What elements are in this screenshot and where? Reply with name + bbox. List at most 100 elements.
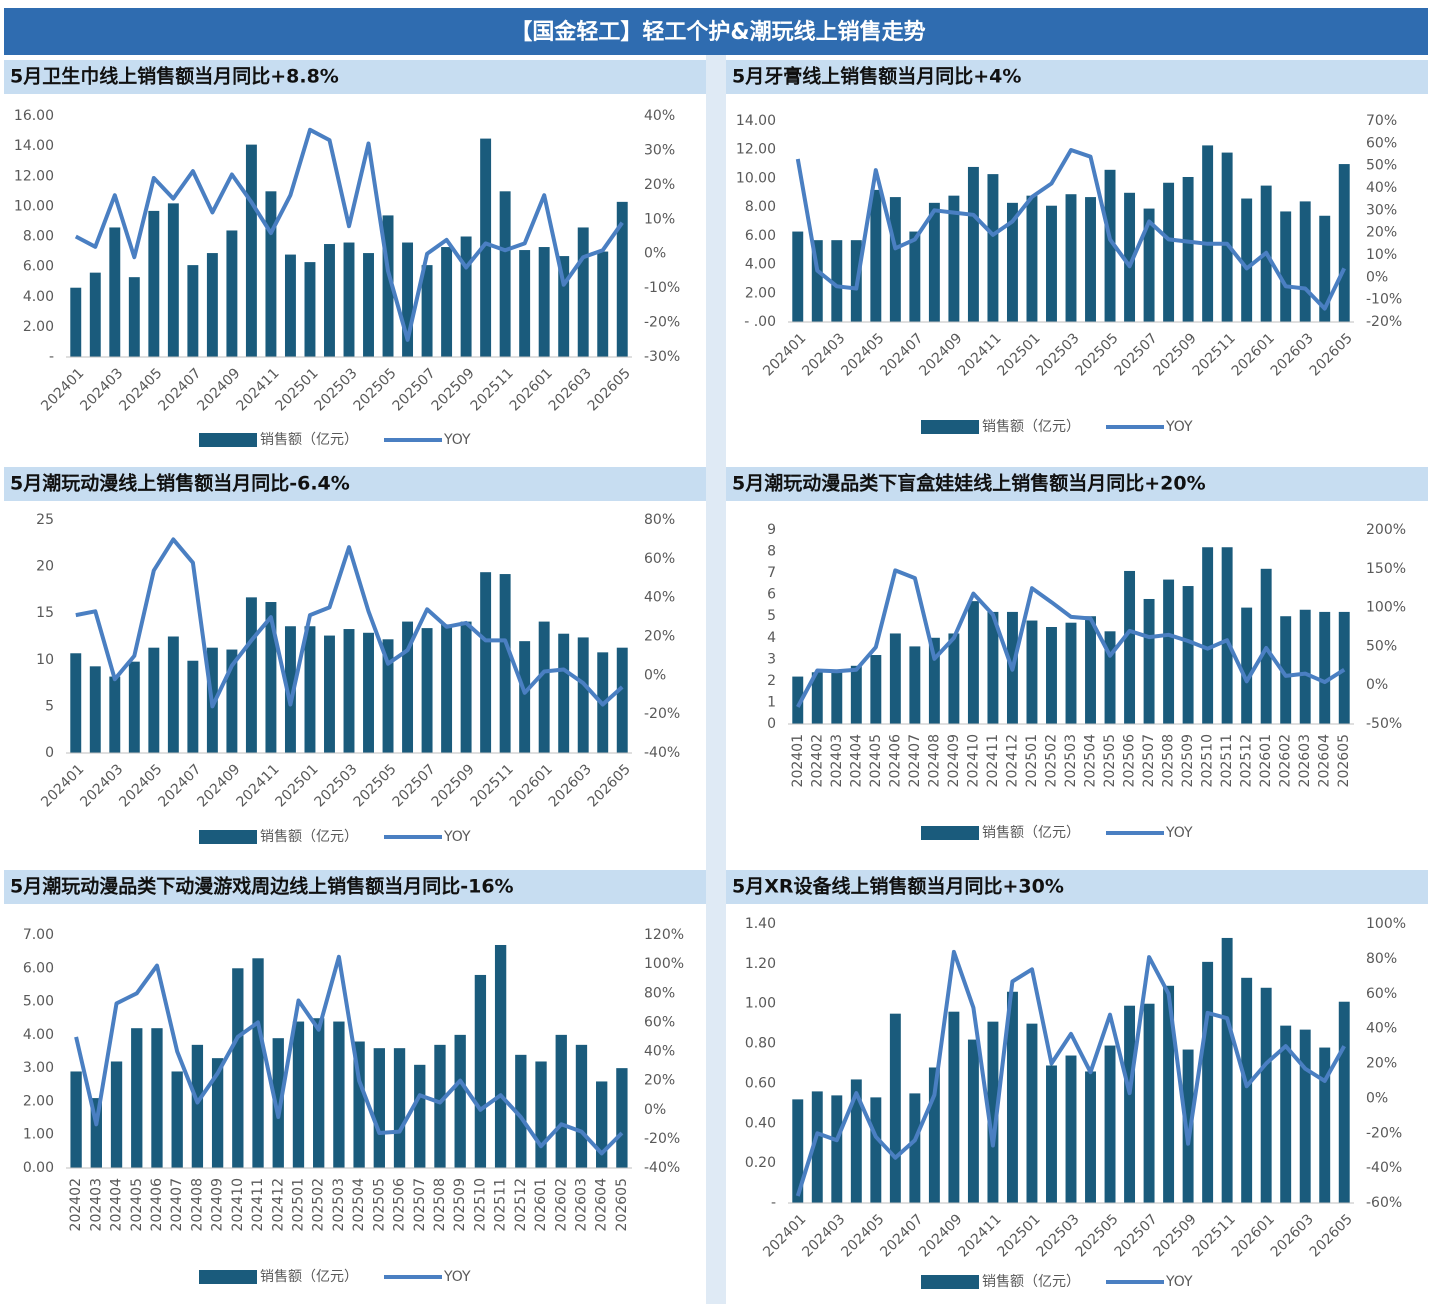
x-tick-label: 202604	[1317, 734, 1333, 788]
x-tick-label: 202512	[1239, 734, 1255, 787]
bar	[434, 1044, 446, 1168]
y2-tick-label: 10%	[644, 211, 675, 227]
x-tick-label: 202509	[452, 1178, 468, 1231]
legend-label: YOY	[443, 829, 471, 845]
y-tick-label: 20	[36, 559, 54, 575]
x-tick-label: 202603	[1297, 734, 1313, 787]
bar	[616, 1068, 628, 1168]
y2-tick-label: 80%	[644, 512, 675, 528]
y-tick-label: 3.00	[23, 1060, 54, 1076]
y-tick-label: 4.00	[23, 1027, 54, 1043]
bar	[577, 227, 589, 357]
x-tick-label: 202410	[965, 734, 981, 787]
y2-tick-label: 50%	[1366, 638, 1397, 654]
bar	[333, 1021, 345, 1168]
x-tick-label: 202512	[513, 1178, 529, 1231]
x-tick-label: 202605	[1336, 734, 1352, 787]
bar	[811, 1091, 823, 1203]
bar	[1163, 182, 1175, 322]
bar	[1319, 1047, 1331, 1203]
y2-tick-label: -10%	[644, 280, 680, 296]
bar	[538, 247, 550, 357]
bar	[1338, 1001, 1350, 1203]
bar	[353, 1041, 365, 1168]
bar	[131, 1028, 143, 1168]
bar	[1338, 611, 1350, 724]
x-tick-label: 202412	[1004, 734, 1020, 787]
bar	[792, 676, 804, 724]
bar	[1124, 1005, 1136, 1203]
legend-label: YOY	[1165, 825, 1193, 841]
bar	[792, 231, 804, 322]
x-tick-label: 202406	[887, 734, 903, 788]
y-tick-label: 10.00	[736, 170, 776, 186]
y2-tick-label: 40%	[1366, 1021, 1397, 1037]
bar	[382, 215, 394, 357]
y-tick-label: 0	[767, 716, 776, 732]
y2-tick-label: 0%	[1366, 1090, 1388, 1106]
bar	[343, 242, 355, 357]
y2-tick-label: -20%	[1366, 314, 1402, 330]
bar	[967, 1039, 979, 1203]
legend-swatch	[921, 420, 979, 434]
bar	[555, 1034, 567, 1168]
y2-tick-label: 60%	[644, 551, 675, 567]
bar	[831, 1095, 843, 1203]
yoy-line	[795, 949, 1346, 1197]
bar	[474, 974, 487, 1168]
bar	[272, 1038, 284, 1168]
bar	[1006, 202, 1018, 322]
x-tick-label: 202406	[149, 1178, 165, 1232]
bar	[1065, 622, 1077, 724]
bar	[831, 240, 843, 322]
bar	[831, 670, 843, 724]
y2-tick-label: 100%	[1366, 916, 1406, 932]
bar	[1124, 570, 1136, 724]
bar	[948, 195, 960, 322]
bar	[1319, 611, 1331, 724]
x-tick-label: 202505	[371, 1178, 387, 1231]
x-tick-label: 202405	[868, 734, 884, 787]
y2-tick-label: 20%	[1366, 1056, 1397, 1072]
bar	[1241, 977, 1253, 1203]
y-tick-label: 6.00	[23, 960, 54, 976]
chart-title: 5月潮玩动漫品类下动漫游戏周边线上销售额当月同比-16%	[10, 875, 514, 898]
y2-tick-label: -20%	[644, 1131, 680, 1147]
legend-label: YOY	[1165, 419, 1193, 435]
bar	[519, 641, 531, 753]
y-tick-label: 0.00	[23, 1160, 54, 1176]
y-tick-label: 16.00	[14, 108, 54, 124]
y-tick-label: 7.00	[23, 927, 54, 943]
bar	[70, 653, 82, 753]
x-tick-label: 202404	[848, 734, 864, 788]
bar	[597, 251, 609, 357]
bar	[1280, 1025, 1292, 1203]
y2-tick-label: -40%	[644, 1160, 680, 1176]
bar	[909, 646, 921, 724]
y-tick-label: 6.00	[745, 228, 776, 244]
bar	[460, 236, 472, 357]
bar	[1143, 598, 1155, 724]
bar	[1104, 1045, 1116, 1203]
y2-tick-label: -50%	[1366, 716, 1402, 732]
y2-tick-label: -20%	[1366, 1125, 1402, 1141]
bar	[1104, 631, 1116, 724]
x-tick-label: 202506	[392, 1178, 408, 1232]
bar	[928, 1067, 940, 1203]
chart-title: 5月牙膏线上销售额当月同比+4%	[732, 65, 1021, 88]
bar	[967, 601, 979, 724]
bar	[226, 230, 238, 357]
yoy-line	[74, 954, 624, 1156]
bar	[421, 628, 433, 753]
bar	[324, 244, 335, 357]
y-tick-label: 1.40	[745, 916, 776, 932]
bar	[1026, 195, 1038, 322]
yoy-line	[74, 127, 624, 342]
x-tick-label: 202401	[790, 734, 806, 787]
bar	[245, 144, 257, 357]
bar	[402, 242, 414, 357]
bar	[421, 265, 433, 357]
y2-tick-label: 0%	[644, 667, 666, 683]
x-tick-label: 202409	[210, 1178, 226, 1231]
